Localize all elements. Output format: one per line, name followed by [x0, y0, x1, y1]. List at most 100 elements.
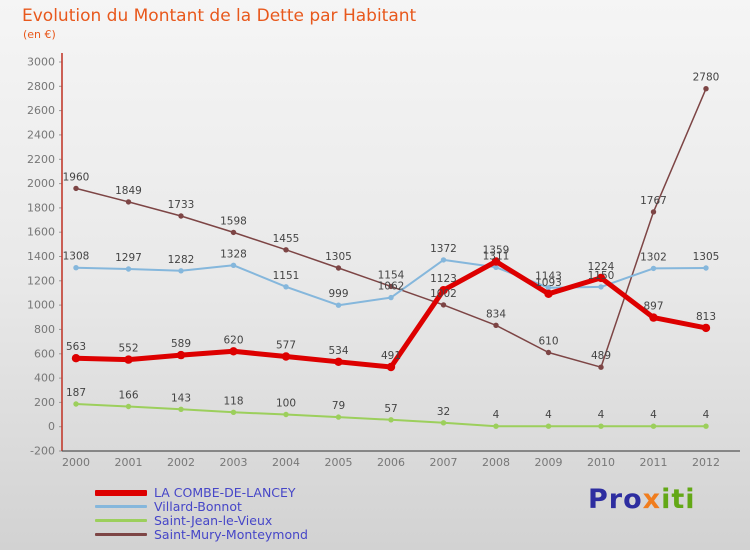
svg-text:1143: 1143 [535, 271, 562, 283]
svg-text:143: 143 [171, 392, 191, 404]
svg-text:2005: 2005 [325, 456, 353, 469]
svg-text:589: 589 [171, 338, 191, 350]
svg-text:1600: 1600 [27, 226, 55, 239]
svg-text:2004: 2004 [272, 456, 300, 469]
svg-text:2400: 2400 [27, 128, 55, 141]
svg-text:1359: 1359 [483, 245, 510, 257]
svg-text:2800: 2800 [27, 80, 55, 93]
legend-label: Saint-Mury-Monteymond [154, 527, 308, 542]
svg-text:57: 57 [384, 403, 397, 415]
svg-text:577: 577 [276, 340, 296, 352]
svg-text:563: 563 [66, 341, 86, 353]
svg-text:813: 813 [696, 311, 716, 323]
svg-text:1297: 1297 [115, 252, 142, 264]
svg-text:2006: 2006 [377, 456, 405, 469]
chart-title: Evolution du Montant de la Dette par Hab… [22, 6, 417, 26]
logo-letter-group: x [642, 484, 662, 515]
svg-text:2011: 2011 [640, 456, 668, 469]
svg-text:489: 489 [591, 350, 611, 362]
svg-text:4: 4 [598, 409, 605, 421]
legend-label: Villard-Bonnot [154, 499, 242, 514]
svg-text:200: 200 [34, 396, 55, 409]
svg-text:620: 620 [223, 334, 243, 346]
svg-text:552: 552 [118, 343, 138, 355]
legend-item-la-combe-de-lancey: LA COMBE-DE-LANCEY [95, 485, 308, 500]
svg-text:32: 32 [437, 406, 450, 418]
svg-text:999: 999 [328, 288, 348, 300]
svg-text:1062: 1062 [378, 281, 405, 293]
svg-text:1311: 1311 [483, 250, 510, 262]
svg-text:2002: 2002 [167, 456, 195, 469]
svg-text:610: 610 [538, 336, 558, 348]
svg-text:600: 600 [34, 347, 55, 360]
svg-text:491: 491 [381, 350, 401, 362]
svg-text:1598: 1598 [220, 215, 247, 227]
svg-text:1282: 1282 [168, 254, 195, 266]
svg-text:4: 4 [650, 409, 657, 421]
svg-text:0: 0 [48, 420, 55, 433]
svg-text:1849: 1849 [115, 185, 142, 197]
svg-text:1800: 1800 [27, 201, 55, 214]
svg-text:2600: 2600 [27, 104, 55, 117]
svg-text:897: 897 [643, 301, 663, 313]
svg-text:2010: 2010 [587, 456, 615, 469]
svg-text:2200: 2200 [27, 153, 55, 166]
svg-text:1224: 1224 [588, 261, 615, 273]
svg-text:1372: 1372 [430, 243, 457, 255]
legend-swatch-blue-line [95, 505, 147, 508]
legend-swatch-maroon-line [95, 533, 147, 536]
chart-legend: LA COMBE-DE-LANCEY Villard-Bonnot Saint-… [95, 485, 308, 542]
svg-text:1002: 1002 [430, 288, 457, 300]
svg-text:1000: 1000 [27, 299, 55, 312]
svg-text:1305: 1305 [693, 251, 720, 263]
svg-text:187: 187 [66, 387, 86, 399]
svg-text:1305: 1305 [325, 251, 352, 263]
svg-text:400: 400 [34, 372, 55, 385]
svg-text:1123: 1123 [430, 273, 457, 285]
svg-text:2012: 2012 [692, 456, 720, 469]
legend-swatch-green-line [95, 519, 147, 522]
chart-subtitle: (en €) [23, 28, 56, 41]
legend-label: Saint-Jean-le-Vieux [154, 513, 273, 528]
svg-text:3000: 3000 [27, 56, 55, 69]
svg-text:4: 4 [703, 409, 710, 421]
svg-text:2780: 2780 [693, 72, 720, 84]
svg-text:800: 800 [34, 323, 55, 336]
line-chart-svg: -200 0 200 400 600 800 1000 1200 1400 1600 1800 200… [27, 53, 740, 469]
legend-item-villard-bonnot: Villard-Bonnot [95, 499, 308, 514]
svg-text:1733: 1733 [168, 199, 195, 211]
svg-text:2003: 2003 [220, 456, 248, 469]
svg-text:79: 79 [332, 400, 345, 412]
svg-text:1400: 1400 [27, 250, 55, 263]
svg-text:1455: 1455 [273, 233, 300, 245]
svg-text:1308: 1308 [63, 251, 90, 263]
svg-text:1200: 1200 [27, 274, 55, 287]
legend-label: LA COMBE-DE-LANCEY [154, 485, 296, 500]
logo-letter-group: Pro [588, 484, 643, 515]
svg-text:1151: 1151 [273, 270, 300, 282]
svg-text:-200: -200 [30, 445, 55, 458]
svg-text:1093: 1093 [535, 277, 562, 289]
logo-letter-group: iti [661, 484, 696, 515]
svg-text:2001: 2001 [115, 456, 143, 469]
svg-text:534: 534 [328, 345, 348, 357]
legend-swatch-red-line [95, 489, 147, 496]
svg-text:100: 100 [276, 398, 296, 410]
svg-text:118: 118 [223, 395, 243, 407]
svg-text:4: 4 [545, 409, 552, 421]
proxiti-logo[interactable]: Proxiti [588, 484, 696, 515]
svg-text:4: 4 [493, 409, 500, 421]
svg-text:166: 166 [118, 390, 138, 402]
svg-text:2009: 2009 [535, 456, 563, 469]
legend-item-saint-jean-le-vieux: Saint-Jean-le-Vieux [95, 513, 308, 528]
svg-text:834: 834 [486, 308, 506, 320]
svg-text:1767: 1767 [640, 195, 667, 207]
svg-text:2000: 2000 [27, 177, 55, 190]
svg-text:2007: 2007 [430, 456, 458, 469]
svg-text:1302: 1302 [640, 251, 667, 263]
svg-text:2000: 2000 [62, 456, 90, 469]
svg-text:1154: 1154 [378, 269, 405, 281]
svg-text:2008: 2008 [482, 456, 510, 469]
svg-text:1960: 1960 [63, 171, 90, 183]
